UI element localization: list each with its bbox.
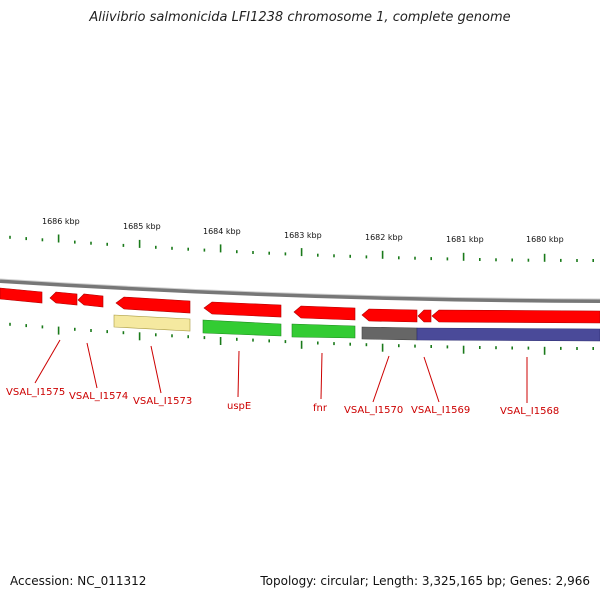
forward-strand-genes <box>0 287 600 324</box>
upper-tick-track <box>9 234 595 262</box>
gene-label-vsal-i1569[interactable]: VSAL_I1569 <box>411 405 470 416</box>
gene-label-vsal-i1574[interactable]: VSAL_I1574 <box>69 391 128 402</box>
topology-text: Topology: circular; Length: 3,325,165 bp… <box>260 574 590 588</box>
feature-bar-uspe[interactable] <box>202 319 282 337</box>
gene-label-vsal-i1568[interactable]: VSAL_I1568 <box>500 406 559 417</box>
scale-label-1686: 1686 kbp <box>42 217 80 226</box>
gene-arrow-vsal-i1576[interactable] <box>0 287 43 304</box>
gene-label-fnr[interactable]: fnr <box>313 403 328 414</box>
gene-arrow-vsal-i1569[interactable] <box>417 309 432 323</box>
accession-text: Accession: NC_011312 <box>10 574 147 588</box>
scale-labels: 1686 kbp 1685 kbp 1684 kbp 1683 kbp 1682… <box>42 217 564 244</box>
scale-label-1681: 1681 kbp <box>446 235 484 244</box>
gene-arrow-uspe[interactable] <box>203 301 282 318</box>
gene-labels: VSAL_I1575 VSAL_I1574 VSAL_I1573 uspE fn… <box>6 387 559 417</box>
scale-label-1682: 1682 kbp <box>365 233 403 242</box>
scale-label-1684: 1684 kbp <box>203 227 241 236</box>
lower-tick-track <box>9 322 595 355</box>
leader-line-vsal-i1569 <box>423 356 440 403</box>
leader-line-vsal-i1570 <box>372 355 390 403</box>
feature-bar-vsal-i1570[interactable] <box>361 326 418 341</box>
gene-arrow-vsal-i1570[interactable] <box>361 308 418 323</box>
feature-track <box>113 314 600 342</box>
leader-line-fnr <box>320 352 323 400</box>
leader-line-vsal-i1574 <box>86 342 98 389</box>
gene-arrow-vsal-i1575[interactable] <box>49 291 78 306</box>
chromosome-backbone <box>0 279 600 303</box>
scale-label-1685: 1685 kbp <box>123 222 161 231</box>
map-title: Aliivibrio salmonicida LFI1238 chromosom… <box>89 10 511 25</box>
gene-label-vsal-i1575[interactable]: VSAL_I1575 <box>6 387 65 398</box>
gene-arrow-fnr[interactable] <box>293 305 356 321</box>
feature-bar-vsal-i1568[interactable] <box>416 327 600 342</box>
leader-line-vsal-i1575 <box>34 339 61 384</box>
scale-label-1680: 1680 kbp <box>526 235 564 244</box>
feature-bar-vsal-i1573[interactable] <box>113 314 191 332</box>
gene-label-vsal-i1570[interactable]: VSAL_I1570 <box>344 405 403 416</box>
leader-line-vsal-i1573 <box>150 345 162 394</box>
gene-arrow-vsal-i1573[interactable] <box>115 296 191 314</box>
gene-arrow-vsal-i1574[interactable] <box>77 293 104 308</box>
gene-label-vsal-i1573[interactable]: VSAL_I1573 <box>133 396 192 407</box>
leader-line-uspe <box>237 350 240 398</box>
feature-bar-fnr[interactable] <box>291 323 356 339</box>
scale-label-1683: 1683 kbp <box>284 231 322 240</box>
gene-label-uspe[interactable]: uspE <box>227 401 251 412</box>
gene-arrow-vsal-i1568[interactable] <box>431 309 600 324</box>
chromosome-backbone-highlight <box>0 278 600 300</box>
gene-leader-lines <box>34 339 528 403</box>
